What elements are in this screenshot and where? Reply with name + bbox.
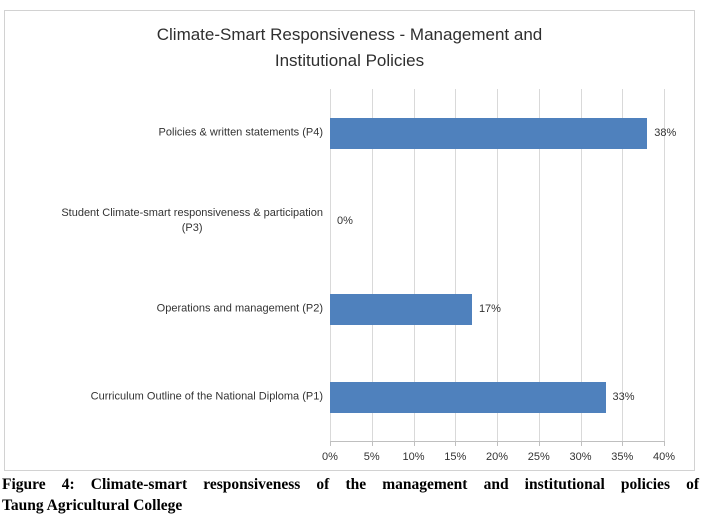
bar: [330, 381, 606, 413]
gridline: [580, 89, 582, 441]
gridline: [497, 89, 498, 441]
category-label-text: Student Climate-smart responsiveness & p…: [61, 207, 323, 234]
x-axis-tick: [455, 441, 457, 446]
gridline: [330, 89, 331, 441]
gridline: [371, 89, 373, 441]
gridline: [664, 89, 665, 441]
figure-caption: Figure 4: Climate-smart responsiveness o…: [2, 474, 699, 516]
category-label: Policies & written statements (P4): [11, 126, 323, 141]
x-tick-label: 20%: [485, 451, 509, 463]
x-tick-label: 30%: [569, 451, 592, 463]
x-axis-tick: [622, 441, 624, 446]
bar: [330, 293, 472, 325]
x-tick-label: 15%: [444, 451, 467, 463]
category-label-text: Curriculum Outline of the National Diplo…: [90, 390, 323, 403]
x-axis-tick: [330, 441, 331, 446]
x-tick-label: 40%: [652, 451, 676, 463]
x-tick-label: 10%: [402, 451, 425, 463]
x-tick-label: 5%: [363, 451, 380, 463]
plot-area: [330, 89, 665, 441]
bar-value-label: 38%: [654, 127, 677, 139]
bar-value-label: 33%: [612, 391, 635, 403]
chart-frame: Climate-Smart Responsiveness - Managemen…: [4, 10, 695, 471]
x-axis-tick: [538, 441, 540, 446]
category-label: Operations and management (P2): [11, 302, 323, 317]
bar: [330, 117, 648, 149]
x-axis-tick: [497, 441, 498, 446]
category-label: Curriculum Outline of the National Diplo…: [11, 390, 323, 405]
category-label: Student Climate-smart responsiveness & p…: [11, 206, 323, 236]
chart-title: Climate-Smart Responsiveness - Managemen…: [156, 25, 543, 70]
category-label-text: Policies & written statements (P4): [158, 126, 323, 139]
gridline: [413, 89, 415, 441]
x-axis-tick: [664, 441, 665, 446]
x-tick-label: 0%: [322, 451, 338, 463]
category-label-text: Operations and management (P2): [156, 302, 323, 315]
x-tick-label: 25%: [527, 451, 550, 463]
x-axis-tick: [413, 441, 415, 446]
gridline: [622, 89, 624, 441]
bar-value-label: 17%: [478, 303, 501, 315]
x-axis-tick: [580, 441, 582, 446]
bar-value-label: 0%: [337, 215, 353, 227]
x-axis-tick: [371, 441, 373, 446]
gridline: [538, 89, 540, 441]
figure-caption-line2: Taung Agricultural College: [2, 497, 183, 514]
gridline: [455, 89, 457, 441]
x-tick-label: 35%: [611, 451, 634, 463]
figure-caption-line1: Figure 4: Climate-smart responsiveness o…: [2, 476, 699, 493]
